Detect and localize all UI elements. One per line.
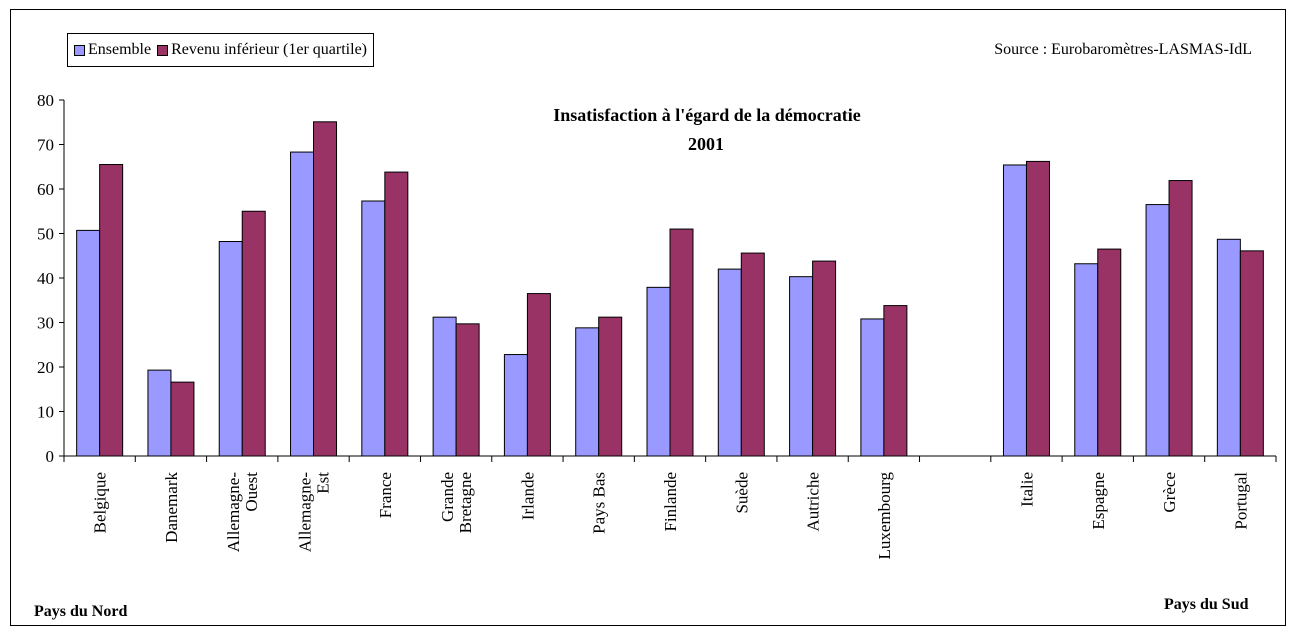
y-tick-label: 0	[46, 447, 55, 466]
bar-revenu	[455, 323, 480, 457]
x-tick-label: France	[376, 472, 395, 518]
x-tick-label: Grande	[438, 472, 457, 522]
y-tick-label: 20	[37, 358, 54, 377]
x-axis-group: Belgique Danemark Allemagne- Ouest Allemagne…	[63, 455, 1277, 560]
bar-revenu	[526, 293, 551, 457]
legend-label-ensemble: Ensemble	[88, 41, 152, 58]
x-tick-label: Ouest	[242, 472, 261, 512]
x-tick-label: Belgique	[91, 472, 110, 533]
bar-ensemble	[503, 354, 528, 457]
bar-revenu	[241, 210, 266, 457]
bar-revenu	[1025, 160, 1050, 457]
y-tick-label: 30	[37, 314, 54, 333]
y-axis-group: 0 10 20 30 40 50 60 70 80	[37, 91, 65, 466]
x-tick-label: Espagne	[1089, 472, 1108, 530]
x-tick-label: Bretagne	[456, 472, 475, 533]
x-tick-label: Allemagne-	[296, 472, 315, 553]
legend-swatch-ensemble	[74, 44, 85, 56]
bar-ensemble	[1074, 263, 1099, 457]
x-tick-label: Pays Bas	[590, 472, 609, 534]
x-tick-label: Autriche	[804, 472, 823, 531]
bar-revenu	[740, 252, 765, 457]
legend-label-revenu: Revenu inférieur (1er quartile)	[171, 41, 367, 58]
bar-revenu	[598, 316, 623, 457]
bar-ensemble	[218, 241, 243, 457]
group-label-north: Pays du Nord	[34, 603, 128, 620]
bar-revenu	[170, 381, 195, 457]
bar-revenu	[812, 260, 837, 457]
bar-ensemble	[646, 286, 671, 457]
bars-group	[76, 121, 1264, 457]
bar-revenu	[384, 171, 409, 457]
x-tick-label: Portugal	[1231, 472, 1250, 530]
x-tick-label: Luxembourg	[875, 472, 894, 560]
bar-ensemble	[717, 268, 742, 457]
bar-ensemble	[1216, 238, 1241, 457]
bar-ensemble	[147, 369, 172, 457]
bar-revenu	[313, 121, 338, 457]
bar-ensemble	[76, 229, 101, 457]
x-tick-label: Italie	[1017, 472, 1036, 507]
source-note: Source : Eurobaromètres-LASMAS-IdL	[994, 41, 1252, 58]
bar-ensemble	[432, 316, 457, 457]
chart-subtitle: 2001	[688, 134, 724, 154]
y-tick-label: 50	[37, 225, 54, 244]
y-tick-label: 70	[37, 136, 54, 155]
bar-ensemble	[1002, 164, 1027, 457]
bar-ensemble	[361, 200, 386, 457]
bar-revenu	[669, 228, 694, 457]
chart-title: Insatisfaction à l'égard de la démocrati…	[553, 105, 860, 125]
bar-revenu	[1097, 248, 1122, 457]
legend-item-revenu: Revenu inférieur (1er quartile)	[157, 41, 367, 59]
group-label-south: Pays du Sud	[1164, 596, 1249, 613]
legend-item-ensemble: Ensemble	[74, 41, 151, 59]
x-tick-label: Grèce	[1160, 472, 1179, 513]
bar-ensemble	[1145, 204, 1170, 457]
bar-revenu	[99, 164, 124, 457]
bar-revenu	[1239, 250, 1264, 457]
bar-ensemble	[290, 151, 315, 457]
legend-swatch-revenu	[157, 44, 169, 56]
y-tick-label: 40	[37, 269, 54, 288]
x-tick-label: Allemagne-	[224, 472, 243, 553]
bar-ensemble	[789, 276, 814, 457]
chart-legend: Ensemble Revenu inférieur (1er quartile)	[67, 33, 374, 67]
x-tick-label: Suède	[732, 472, 751, 514]
x-tick-label: Finlande	[661, 472, 680, 532]
y-tick-label: 60	[37, 180, 54, 199]
bar-revenu	[883, 305, 908, 457]
y-tick-label: 80	[37, 91, 54, 110]
x-tick-label: Irlande	[518, 472, 537, 520]
x-tick-label: Est	[314, 472, 333, 494]
x-tick-label: Danemark	[162, 472, 181, 543]
bar-revenu	[1168, 180, 1193, 457]
bar-ensemble	[860, 318, 885, 457]
bar-ensemble	[575, 327, 600, 457]
y-tick-label: 10	[37, 403, 54, 422]
